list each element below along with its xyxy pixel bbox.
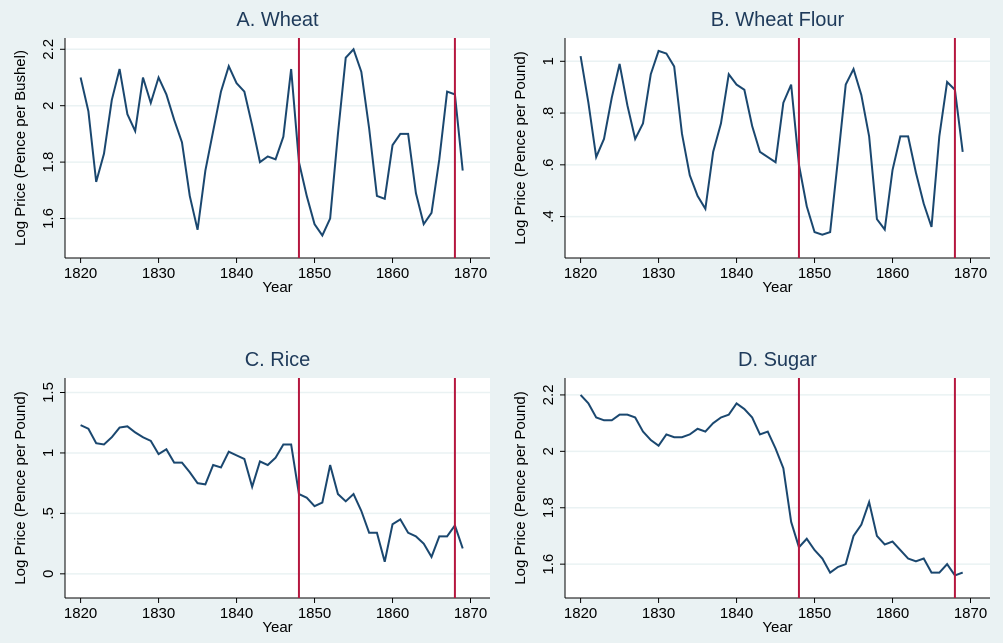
x-tick-label: 1870 (954, 605, 987, 622)
x-tick-label: 1820 (64, 605, 97, 622)
chart-title: A. Wheat (236, 9, 319, 31)
x-tick-label: 1860 (876, 605, 909, 622)
y-tick-label: 0 (40, 570, 57, 578)
y-axis-label: Log Price (Pence per Pound) (12, 391, 29, 584)
x-tick-label: 1840 (220, 605, 253, 622)
x-tick-label: 1850 (798, 265, 831, 282)
x-tick-label: 1830 (142, 605, 175, 622)
y-axis-label: Log Price (Pence per Bushel) (12, 50, 29, 246)
y-tick-label: .6 (540, 159, 557, 172)
x-tick-label: 1840 (720, 605, 753, 622)
y-tick-label: 1.5 (40, 382, 57, 403)
x-tick-label: 1840 (220, 265, 253, 282)
x-tick-label: 1850 (298, 265, 331, 282)
y-tick-label: 1.6 (40, 208, 57, 229)
plot-area (65, 378, 490, 598)
x-tick-label: 1860 (876, 265, 909, 282)
data-line (579, 394, 964, 577)
data-line (80, 424, 464, 562)
y-tick-label: 1.8 (540, 497, 557, 518)
y-tick-label: 2 (40, 102, 57, 110)
x-axis-label: Year (762, 619, 792, 636)
x-tick-label: 1820 (564, 605, 597, 622)
y-tick-label: .8 (540, 107, 557, 120)
x-axis-label: Year (262, 279, 292, 296)
data-line (79, 47, 464, 238)
y-tick-label: .4 (540, 210, 557, 223)
x-tick-label: 1850 (298, 605, 331, 622)
x-tick-label: 1830 (142, 265, 175, 282)
chart-title: B. Wheat Flour (711, 9, 845, 31)
x-tick-label: 1840 (720, 265, 753, 282)
x-tick-label: 1820 (564, 265, 597, 282)
y-tick-label: .5 (40, 507, 57, 520)
plot-area (565, 378, 990, 598)
x-tick-label: 1870 (954, 265, 987, 282)
y-tick-label: 1.8 (40, 152, 57, 173)
y-axis-label: Log Price (Pence per Pound) (512, 51, 529, 244)
y-tick-label: 1 (540, 57, 557, 65)
y-axis-label: Log Price (Pence per Pound) (512, 391, 529, 584)
plot-area (65, 38, 490, 258)
chart-title: D. Sugar (738, 349, 817, 371)
y-tick-label: 2 (540, 447, 557, 455)
y-tick-label: 1 (40, 449, 57, 457)
y-tick-label: 2.2 (40, 39, 57, 60)
y-tick-label: 2.2 (540, 384, 557, 405)
x-tick-label: 1850 (798, 605, 831, 622)
x-tick-label: 1860 (376, 605, 409, 622)
x-tick-label: 1870 (454, 605, 487, 622)
x-axis-label: Year (762, 279, 792, 296)
y-tick-label: 1.6 (540, 554, 557, 575)
chart-title: C. Rice (245, 349, 311, 371)
x-tick-label: 1830 (642, 265, 675, 282)
x-tick-label: 1830 (642, 605, 675, 622)
x-tick-label: 1870 (454, 265, 487, 282)
data-line (579, 49, 964, 236)
x-axis-label: Year (262, 619, 292, 636)
x-tick-label: 1820 (64, 265, 97, 282)
x-tick-label: 1860 (376, 265, 409, 282)
